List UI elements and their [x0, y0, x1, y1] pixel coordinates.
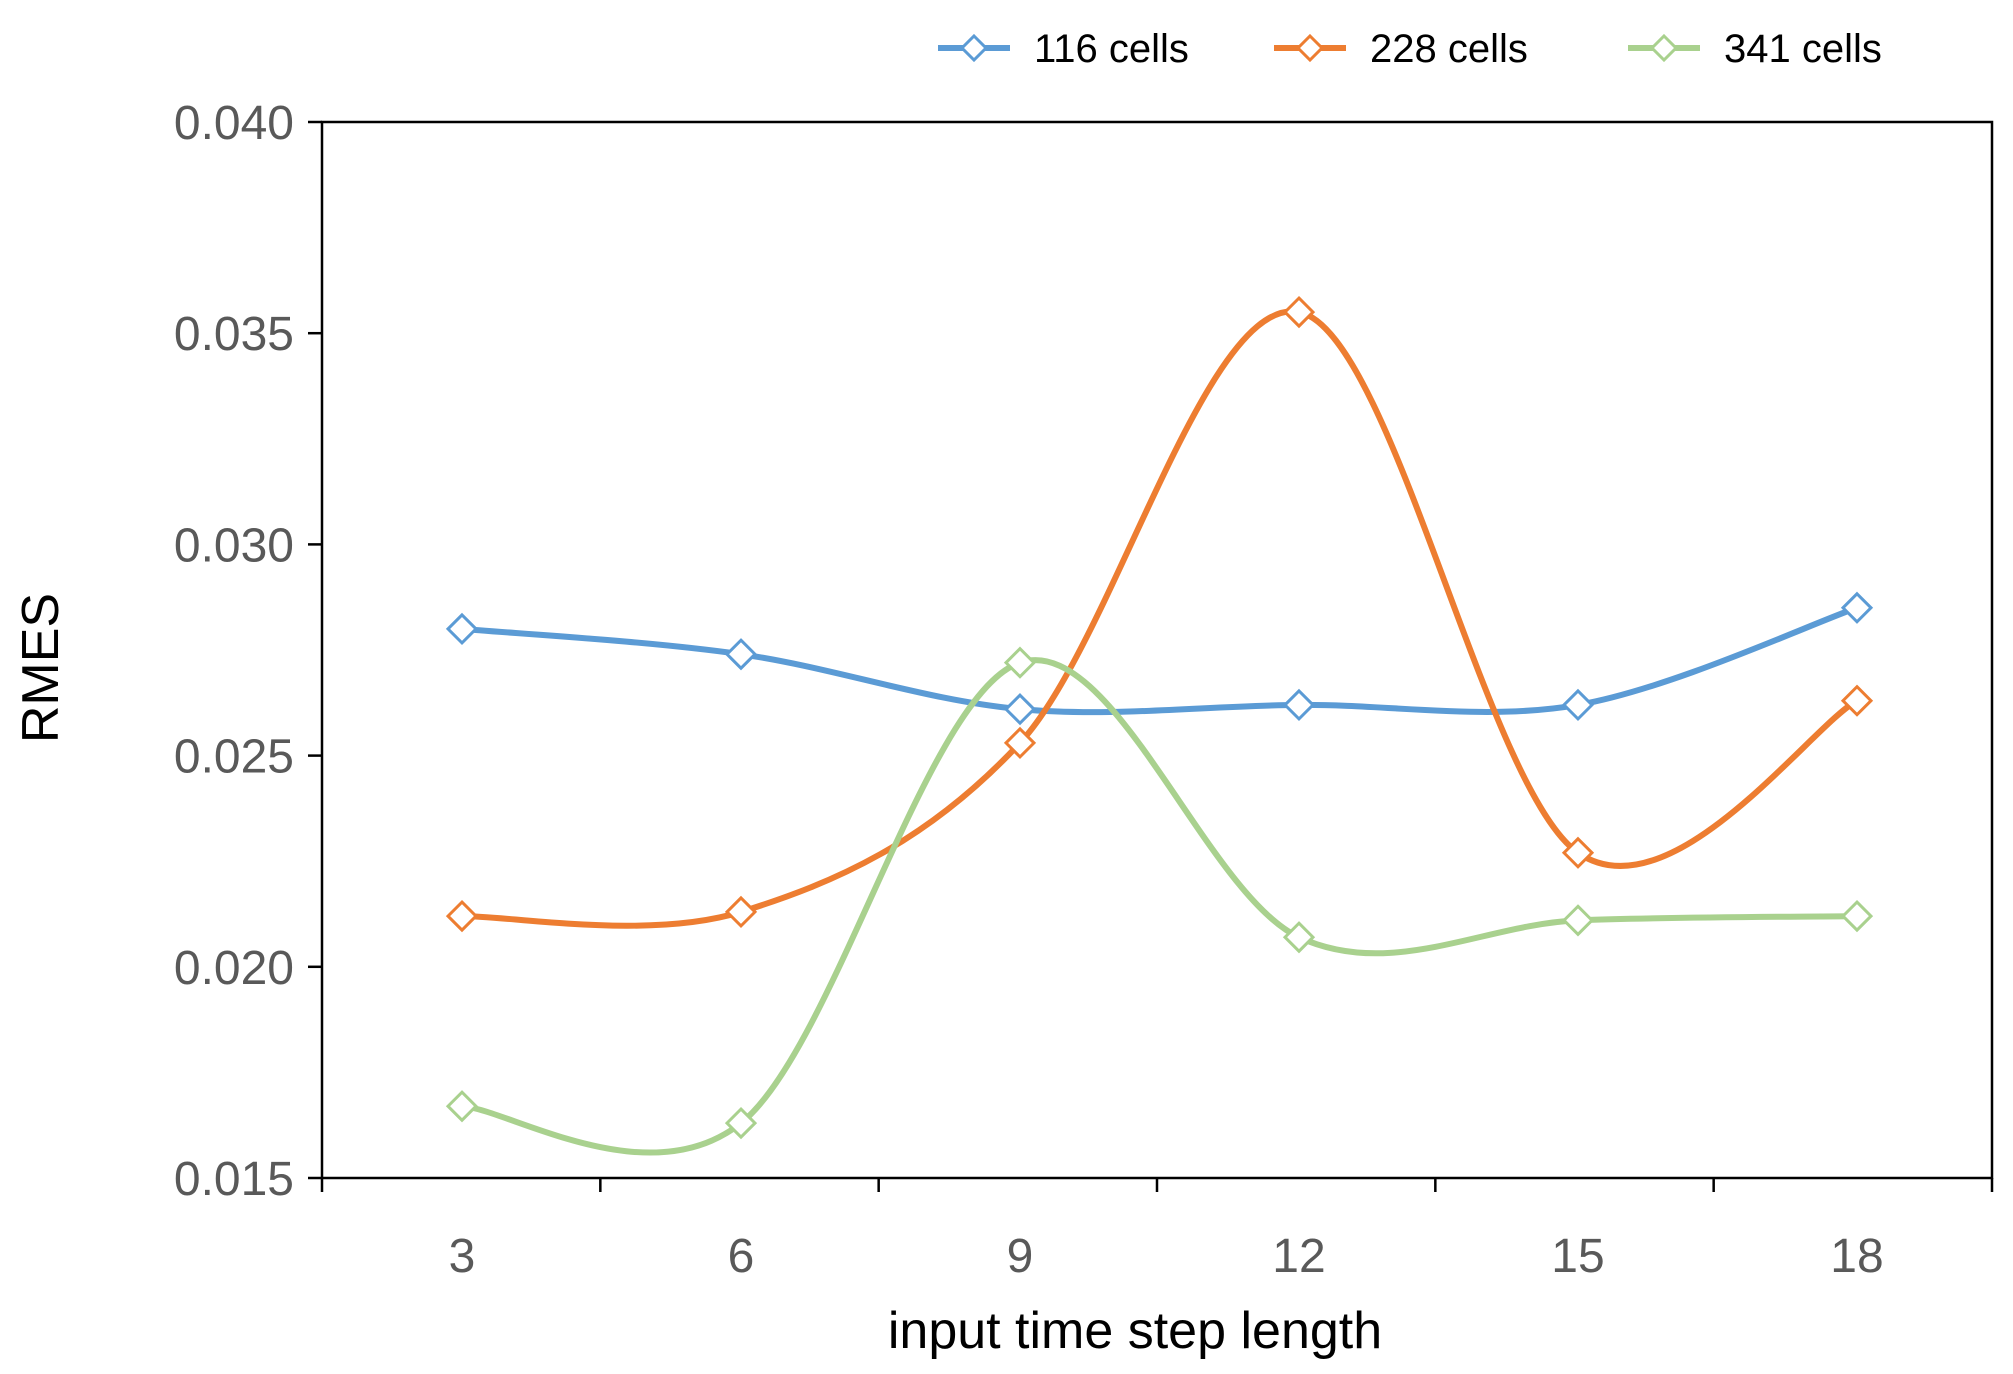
plot-area	[320, 120, 1994, 1180]
x-tick-label: 12	[1272, 1230, 1325, 1283]
legend-marker	[959, 33, 989, 63]
y-tick-label: 0.040	[174, 97, 294, 150]
x-axis-title: input time step length	[888, 1302, 1382, 1360]
legend-label: 228 cells	[1370, 27, 1528, 71]
data-point-marker	[445, 1090, 479, 1123]
data-point-marker	[1003, 646, 1037, 679]
y-tick-label: 0.030	[174, 519, 294, 572]
data-point-marker	[1561, 836, 1595, 869]
y-tick-label: 0.025	[174, 731, 294, 784]
data-point-marker	[1003, 726, 1037, 760]
data-point-marker	[724, 1106, 758, 1140]
data-point-marker	[1282, 688, 1316, 722]
x-axis: 3 6 9 12 15 18	[320, 1178, 1994, 1283]
legend-item: 116 cells	[938, 27, 1189, 71]
x-tick-label: 3	[449, 1230, 476, 1283]
legend: 116 cells 228 cells 341 cells	[938, 27, 1882, 71]
legend-item: 228 cells	[1274, 27, 1528, 71]
y-tick-label: 0.015	[174, 1153, 294, 1206]
data-point-marker	[1561, 904, 1595, 937]
legend-label: 116 cells	[1034, 27, 1189, 71]
legend-marker	[1295, 33, 1325, 63]
y-tick-label: 0.035	[174, 308, 294, 361]
data-point-marker	[1840, 684, 1874, 717]
legend-marker	[1649, 33, 1679, 63]
y-tick-label: 0.020	[174, 942, 294, 995]
series-group	[445, 295, 1874, 1156]
series-line	[459, 604, 1860, 716]
y-axis: 0.015 0.020 0.025 0.030 0.035 0.040	[174, 97, 322, 1206]
data-point-marker	[724, 638, 758, 671]
series-228-cells	[445, 295, 1874, 933]
x-tick-label: 9	[1007, 1230, 1034, 1283]
data-point-marker	[445, 899, 479, 933]
legend-item: 341 cells	[1628, 27, 1882, 71]
series-341-cells	[445, 646, 1874, 1156]
legend-label: 341 cells	[1724, 27, 1882, 71]
data-point-marker	[445, 612, 479, 646]
data-point-marker	[1840, 591, 1874, 624]
x-tick-label: 15	[1551, 1230, 1604, 1283]
data-point-marker	[1840, 899, 1874, 933]
data-point-marker	[724, 895, 758, 929]
x-tick-label: 18	[1830, 1230, 1883, 1283]
data-point-marker	[1282, 295, 1316, 329]
x-tick-label: 6	[728, 1230, 755, 1283]
data-point-marker	[1561, 688, 1595, 722]
data-point-marker	[1003, 693, 1037, 726]
series-116-cells	[445, 591, 1874, 726]
y-axis-title: RMES	[12, 593, 70, 743]
data-point-marker	[1282, 921, 1316, 954]
